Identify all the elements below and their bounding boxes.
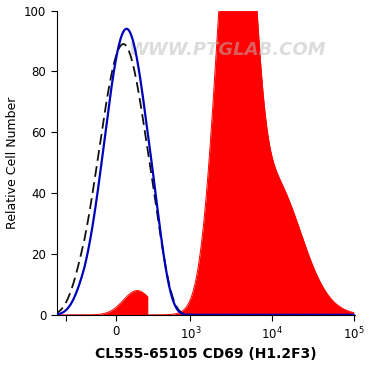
- Text: WWW.PTGLAB.COM: WWW.PTGLAB.COM: [128, 41, 326, 59]
- X-axis label: CL555-65105 CD69 (H1.2F3): CL555-65105 CD69 (H1.2F3): [95, 348, 317, 361]
- Y-axis label: Relative Cell Number: Relative Cell Number: [6, 97, 18, 229]
